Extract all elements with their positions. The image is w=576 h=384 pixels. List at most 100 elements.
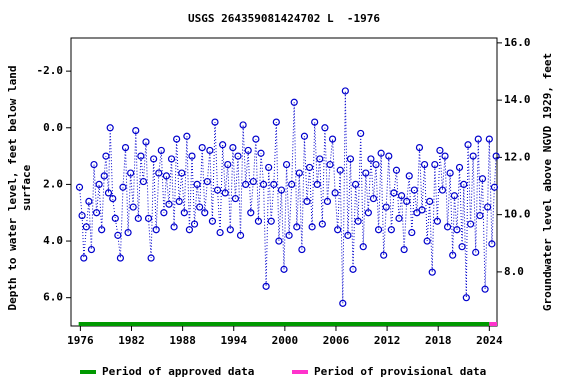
data-point: [339, 299, 347, 307]
x-tick-label: 1976: [67, 334, 94, 347]
data-point: [476, 211, 484, 220]
x-tick-label: 2018: [425, 334, 452, 347]
data-point: [492, 152, 500, 160]
data-point: [137, 152, 145, 160]
data-point: [478, 175, 487, 183]
y2-tick-label: 12.0: [504, 150, 531, 163]
y-axis-label: Depth to water level, feet below land: [6, 65, 19, 310]
x-tick-label: 2024: [476, 334, 503, 347]
data-point: [326, 160, 334, 169]
data-point: [139, 177, 148, 186]
data-point: [450, 192, 458, 200]
data-point: [400, 245, 408, 254]
data-point: [385, 152, 393, 160]
data-point: [92, 209, 101, 217]
data-point: [344, 231, 352, 239]
data-point: [175, 197, 183, 205]
data-point: [270, 180, 278, 189]
data-point: [211, 118, 219, 126]
data-point: [193, 180, 201, 189]
chart-title: USGS 264359081424702 L -1976: [188, 12, 380, 25]
y2-axis-label: Groundwater level above NGVD 1929, feet: [541, 53, 554, 311]
data-point: [114, 231, 122, 239]
data-point: [196, 203, 204, 211]
data-point: [134, 214, 142, 222]
data-point: [390, 189, 398, 197]
data-point: [102, 152, 110, 160]
data-point: [144, 214, 153, 222]
data-point: [290, 98, 298, 106]
data-point: [433, 217, 441, 225]
data-point: [410, 186, 418, 194]
data-point: [455, 163, 464, 172]
period-bar: [78, 322, 490, 326]
data-point: [382, 203, 390, 211]
data-point: [328, 135, 337, 143]
data-point: [354, 217, 362, 225]
data-point: [293, 223, 301, 231]
y2-tick-label: 8.0: [504, 265, 524, 278]
data-point: [469, 152, 477, 160]
data-point: [178, 169, 186, 177]
data-point: [173, 135, 181, 143]
data-point: [75, 183, 84, 191]
data-point: [305, 163, 314, 172]
data-point: [106, 124, 114, 132]
data-point: [280, 265, 288, 273]
data-point: [380, 251, 388, 259]
data-point: [165, 200, 173, 208]
data-point: [87, 245, 96, 254]
data-point: [474, 135, 482, 143]
data-point: [201, 209, 209, 217]
data-point: [336, 166, 344, 174]
data-point: [254, 217, 263, 225]
x-tick-label: 1988: [169, 334, 196, 347]
data-point: [262, 282, 270, 290]
data-point: [226, 226, 234, 234]
data-point: [167, 155, 176, 163]
data-point: [403, 197, 411, 205]
plot-frame: [70, 37, 498, 327]
data-point: [303, 197, 311, 205]
data-point: [334, 226, 342, 234]
data-point: [364, 209, 372, 217]
data-point: [285, 231, 293, 239]
data-point: [464, 141, 472, 149]
data-point: [484, 203, 492, 211]
y-tick-label: -2.0: [37, 64, 64, 77]
data-point: [129, 203, 137, 211]
data-point: [367, 155, 375, 163]
data-point: [351, 180, 360, 189]
data-point: [198, 143, 206, 152]
data-point: [78, 211, 86, 220]
data-point: [267, 217, 275, 225]
data-point: [152, 226, 160, 234]
data-point: [300, 132, 309, 140]
data-point: [162, 172, 171, 180]
y-tick-label: 6.0: [43, 291, 63, 304]
data-point: [216, 228, 224, 237]
data-point: [311, 118, 319, 126]
data-point: [458, 243, 466, 251]
data-point: [188, 152, 196, 160]
data-point: [127, 169, 135, 177]
data-point: [446, 169, 454, 177]
y-tick-label: 2.0: [43, 177, 63, 190]
data-point: [288, 180, 296, 189]
data-point: [472, 248, 480, 256]
x-tick-label: 2000: [272, 334, 299, 347]
data-point: [121, 143, 130, 152]
data-point: [180, 209, 188, 217]
data-point: [392, 166, 401, 174]
data-point: [453, 226, 461, 234]
data-point: [90, 160, 98, 169]
data-point: [369, 194, 378, 203]
data-point: [490, 183, 499, 191]
data-point: [82, 223, 90, 231]
data-point: [252, 135, 260, 143]
data-point: [341, 87, 349, 95]
data-point: [234, 152, 242, 160]
data-point: [80, 254, 88, 262]
y2-tick-label: 14.0: [504, 93, 531, 106]
data-point: [321, 124, 329, 132]
